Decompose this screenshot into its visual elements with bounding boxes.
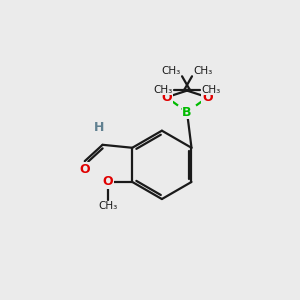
Text: CH₃: CH₃ [161,66,181,76]
Text: O: O [202,91,213,104]
Text: O: O [103,176,113,188]
Text: CH₃: CH₃ [154,85,173,95]
Text: CH₃: CH₃ [201,85,220,95]
Text: H: H [94,122,104,134]
Text: O: O [161,91,172,104]
Text: O: O [80,163,90,176]
Text: CH₃: CH₃ [194,66,213,76]
Text: CH₃: CH₃ [98,201,118,211]
Text: B: B [182,106,192,118]
